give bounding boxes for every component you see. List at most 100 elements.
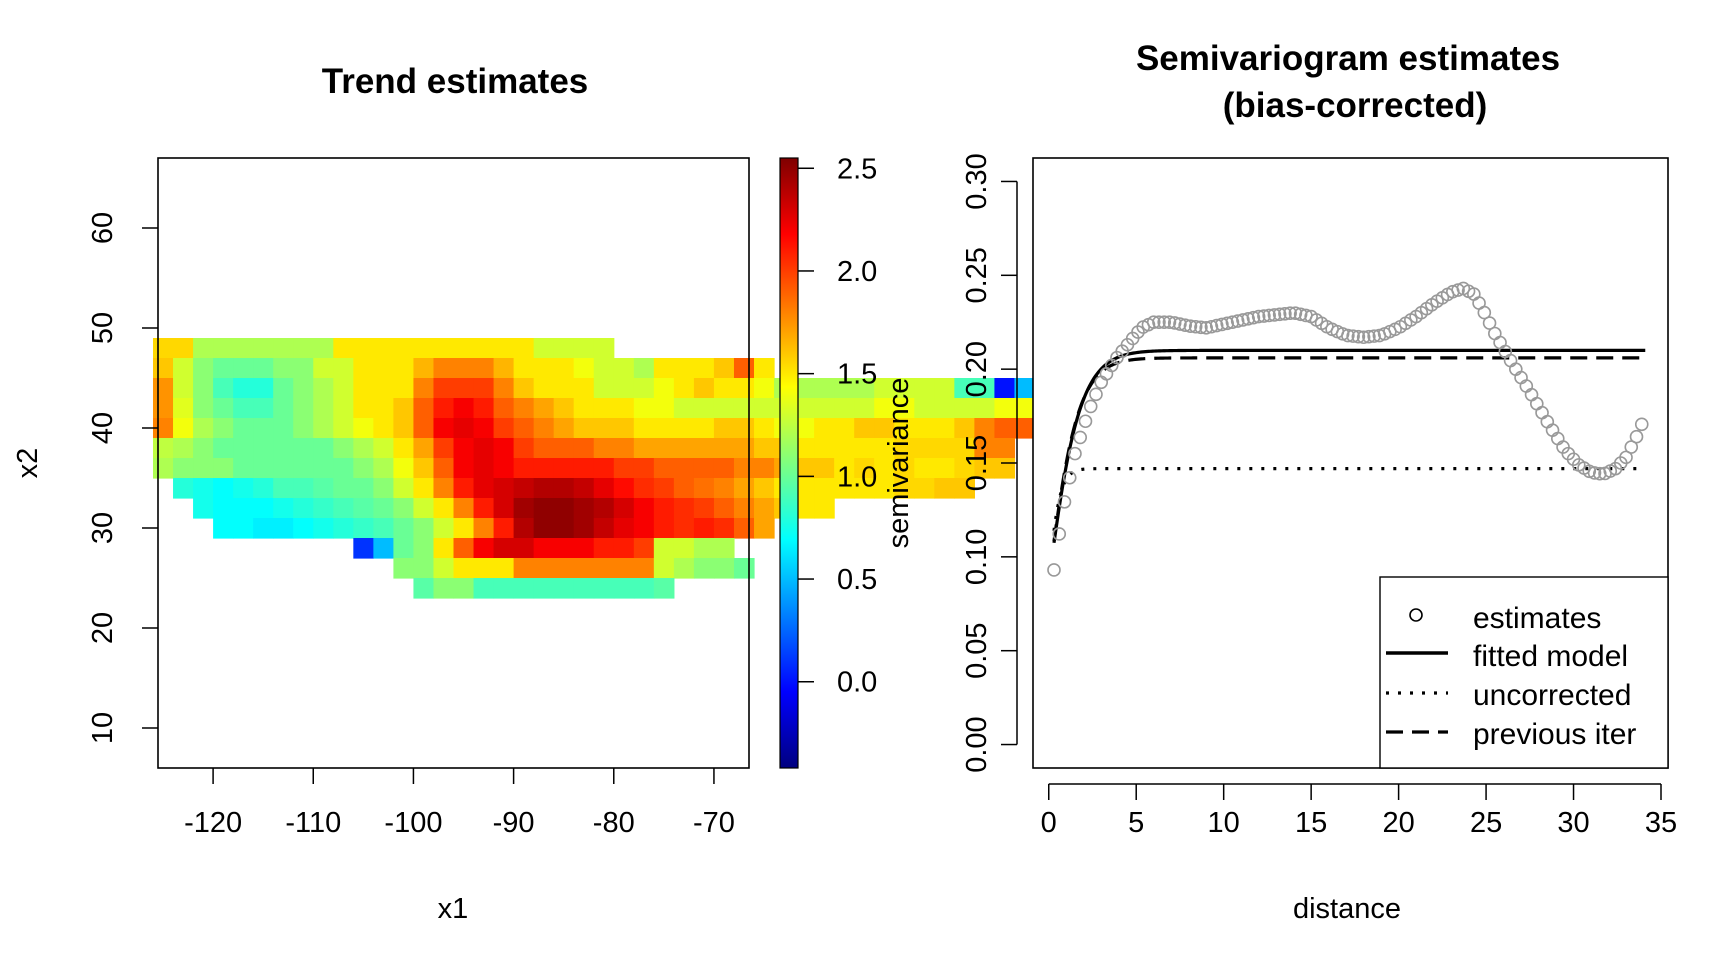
heatmap-cell bbox=[473, 538, 495, 559]
estimate-point bbox=[1204, 319, 1219, 334]
estimate-point bbox=[1272, 307, 1287, 322]
estimate-point bbox=[1078, 414, 1093, 429]
heatmap-cell bbox=[473, 478, 495, 499]
heatmap-cell bbox=[934, 478, 955, 499]
heatmap-cell bbox=[213, 398, 234, 419]
heatmap-cell bbox=[1014, 418, 1036, 439]
heatmap-cell bbox=[1014, 398, 1036, 419]
heatmap-cell bbox=[353, 398, 374, 419]
heatmap-cell bbox=[353, 338, 374, 359]
heatmap-cell bbox=[413, 338, 435, 359]
heatmap-cell bbox=[313, 418, 334, 439]
heatmap-cell bbox=[673, 418, 695, 439]
heatmap-cell bbox=[473, 358, 495, 379]
heatmap-cell bbox=[834, 378, 855, 399]
estimate-point bbox=[1230, 314, 1245, 328]
heatmap-cell bbox=[874, 438, 895, 459]
heatmap-cell bbox=[333, 418, 354, 439]
heatmap-cell bbox=[173, 338, 194, 359]
heatmap-cell bbox=[693, 398, 715, 419]
heatmap-cell bbox=[273, 338, 294, 359]
heatmap-cell bbox=[754, 358, 775, 379]
heatmap-cell bbox=[293, 358, 314, 379]
heatmap-cell bbox=[253, 358, 274, 379]
heatmap-cell bbox=[373, 418, 394, 439]
heatmap-cell bbox=[533, 398, 555, 419]
heatmap-cell bbox=[613, 498, 635, 519]
heatmap-cell bbox=[613, 458, 635, 479]
heatmap-cell bbox=[573, 578, 595, 599]
colorbar-tick-label: 2.5 bbox=[837, 153, 877, 185]
estimate-point bbox=[1057, 495, 1072, 509]
estimate-point bbox=[1236, 313, 1250, 327]
heatmap-cell bbox=[633, 478, 655, 499]
heatmap-cell bbox=[433, 498, 455, 519]
heatmap-cell bbox=[413, 398, 435, 419]
heatmap-cell bbox=[433, 418, 455, 439]
heatmap-y-tick-label: 50 bbox=[87, 312, 119, 344]
heatmap-cell bbox=[213, 358, 234, 379]
heatmap-cell bbox=[233, 458, 254, 479]
heatmap-cell bbox=[894, 378, 915, 399]
heatmap-cell bbox=[433, 378, 455, 399]
estimate-point bbox=[1246, 310, 1261, 325]
heatmap-cell bbox=[413, 518, 435, 539]
heatmap-cell bbox=[453, 358, 475, 379]
heatmap-cell bbox=[433, 398, 455, 419]
estimate-point bbox=[1634, 417, 1649, 432]
heatmap-cell bbox=[353, 478, 374, 499]
heatmap-cell bbox=[954, 458, 975, 479]
heatmap-cell bbox=[393, 378, 415, 399]
heatmap-cell bbox=[573, 458, 595, 479]
heatmap-cell bbox=[253, 498, 274, 519]
heatmap-y-tick-label: 60 bbox=[87, 212, 119, 244]
heatmap-x-tick-label: -110 bbox=[285, 807, 341, 839]
heatmap-x-tick-label: -70 bbox=[693, 807, 735, 839]
semivariogram-lines bbox=[1052, 348, 1646, 544]
semivariogram-y-tick-label: 0.30 bbox=[961, 153, 993, 209]
heatmap-cell bbox=[673, 458, 695, 479]
estimate-point bbox=[1477, 305, 1492, 320]
heatmap-cell bbox=[493, 398, 515, 419]
heatmap-cell bbox=[573, 518, 595, 539]
estimate-point bbox=[1362, 329, 1376, 344]
heatmap-cell bbox=[453, 518, 475, 539]
heatmap-cell bbox=[333, 518, 354, 539]
heatmap-cell bbox=[754, 418, 775, 439]
heatmap-cell bbox=[273, 518, 294, 539]
estimate-point bbox=[1178, 318, 1192, 333]
heatmap-cell bbox=[413, 558, 435, 579]
heatmap-cell bbox=[433, 458, 455, 479]
estimate-point bbox=[1052, 527, 1067, 541]
heatmap-cell bbox=[453, 418, 475, 439]
heatmap-cell bbox=[513, 578, 535, 599]
heatmap-cell bbox=[573, 418, 595, 439]
heatmap-cell bbox=[493, 358, 515, 379]
heatmap-cell bbox=[673, 538, 695, 559]
estimate-point bbox=[1089, 387, 1103, 402]
heatmap-cell bbox=[253, 398, 274, 419]
heatmap-cell bbox=[193, 338, 214, 359]
heatmap-cell bbox=[593, 438, 615, 459]
heatmap-cell bbox=[713, 458, 735, 479]
heatmap-cell bbox=[633, 438, 655, 459]
heatmap-cell bbox=[934, 378, 955, 399]
estimate-point bbox=[1251, 309, 1266, 324]
heatmap-cell bbox=[233, 398, 254, 419]
heatmap-cell bbox=[794, 478, 815, 499]
heatmap-cell bbox=[393, 418, 415, 439]
heatmap-cell bbox=[353, 418, 374, 439]
heatmap-cell bbox=[613, 538, 635, 559]
heatmap-cell bbox=[533, 498, 555, 519]
heatmap-cell bbox=[733, 458, 755, 479]
heatmap-cell bbox=[513, 378, 535, 399]
heatmap-cell bbox=[633, 418, 655, 439]
heatmap-cell bbox=[713, 378, 735, 399]
heatmap-cell bbox=[533, 378, 555, 399]
heatmap-cell bbox=[433, 338, 455, 359]
heatmap-cell bbox=[293, 398, 314, 419]
heatmap-cell bbox=[413, 578, 435, 599]
heatmap-cell bbox=[513, 358, 535, 379]
legend: estimates fitted model uncorrected previ… bbox=[1379, 576, 1669, 769]
heatmap-plot-frame bbox=[157, 157, 750, 769]
